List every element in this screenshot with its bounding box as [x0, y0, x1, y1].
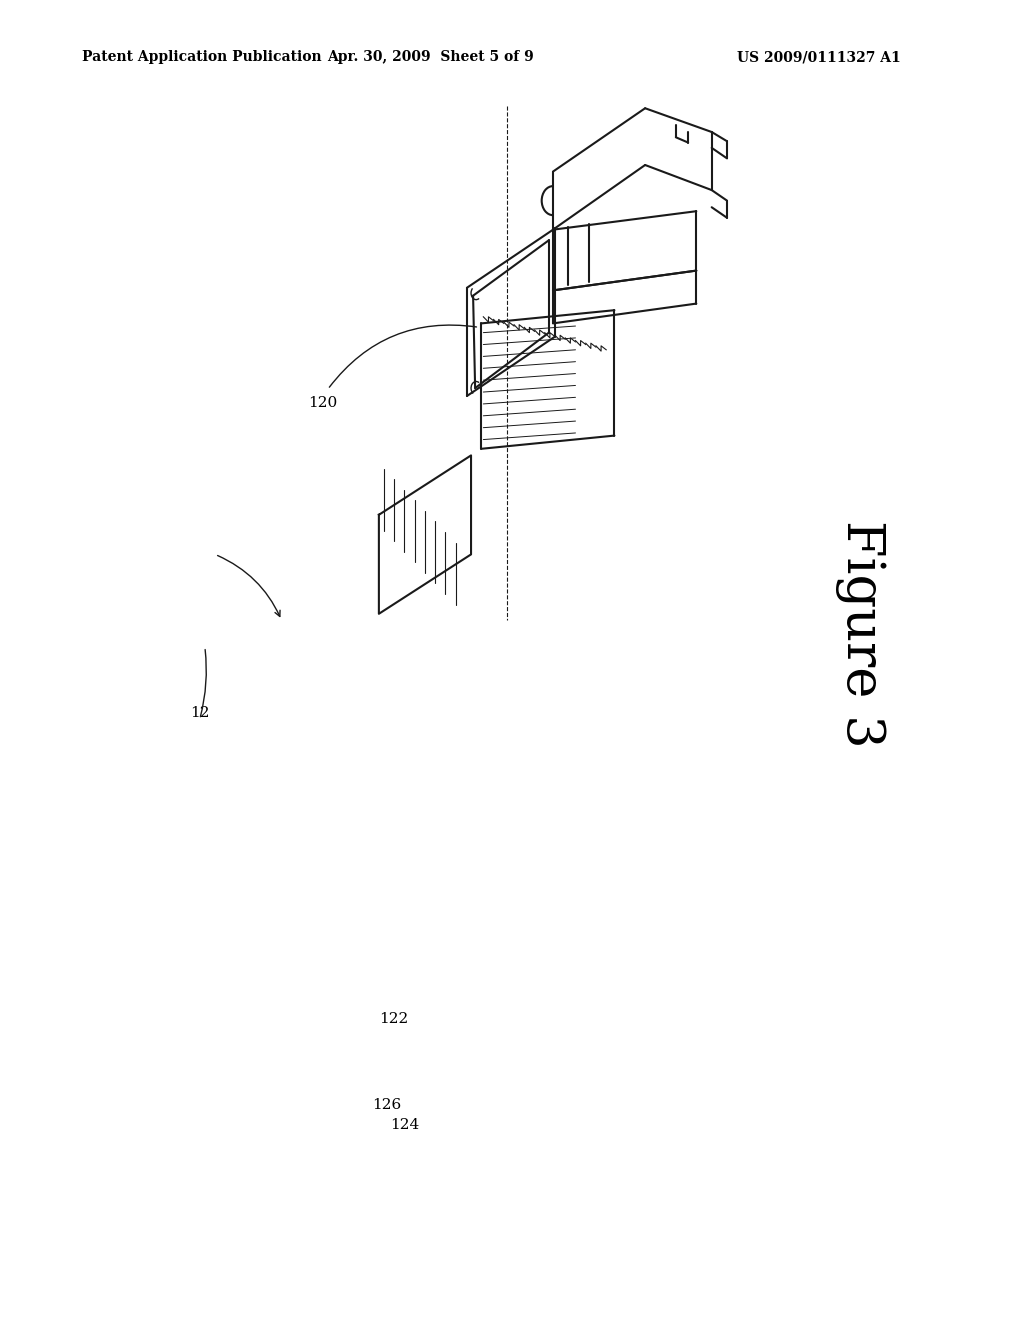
Text: Patent Application Publication: Patent Application Publication [82, 50, 322, 65]
Text: Figure 3: Figure 3 [835, 520, 886, 747]
Text: 12: 12 [189, 706, 210, 719]
Text: Apr. 30, 2009  Sheet 5 of 9: Apr. 30, 2009 Sheet 5 of 9 [327, 50, 534, 65]
Text: US 2009/0111327 A1: US 2009/0111327 A1 [737, 50, 901, 65]
Text: 122: 122 [380, 1012, 409, 1026]
Text: 126: 126 [373, 1098, 401, 1111]
Text: 124: 124 [390, 1118, 419, 1131]
Text: 120: 120 [308, 396, 337, 409]
